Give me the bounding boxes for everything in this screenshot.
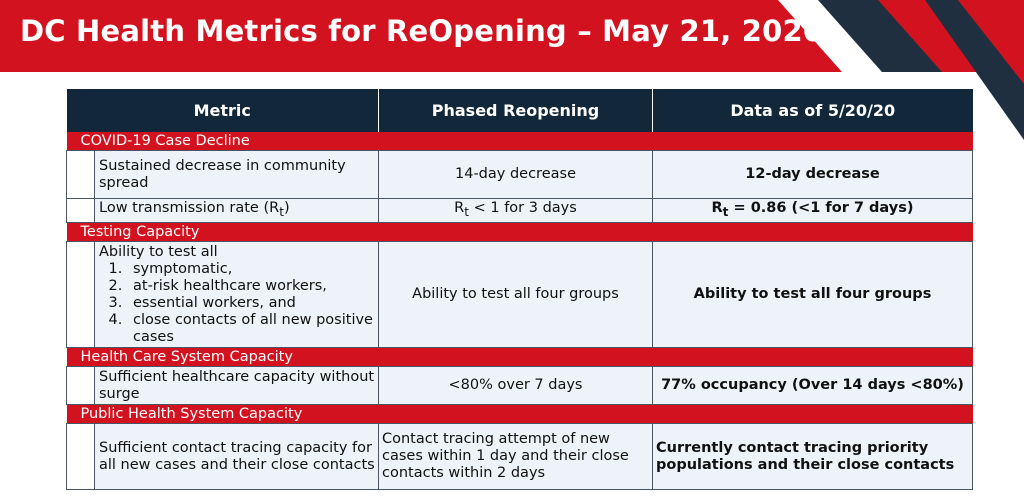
metric-text: Low transmission rate (R xyxy=(99,200,280,217)
data-subscript: t xyxy=(722,204,729,219)
metric-cell: Sufficient contact tracing capacity for … xyxy=(94,423,379,490)
data-cell: Ability to test all four groups xyxy=(652,241,973,348)
indent-cell xyxy=(66,366,95,405)
indent-cell xyxy=(66,198,95,223)
data-cell: 12-day decrease xyxy=(652,150,973,199)
phased-cell: 14-day decrease xyxy=(378,150,653,199)
metric-cell: Sufficient healthcare capacity without s… xyxy=(94,366,379,405)
metric-cell: Low transmission rate (Rt) xyxy=(94,198,379,223)
phased-cell: <80% over 7 days xyxy=(378,366,653,405)
category-public-health: Public Health System Capacity xyxy=(66,404,973,424)
list-item: close contacts of all new positive cases xyxy=(127,312,378,346)
phased-cell: Rt < 1 for 3 days xyxy=(378,198,653,223)
indent-cell xyxy=(66,423,95,490)
category-row: COVID-19 Case Decline xyxy=(66,132,973,151)
page-title: DC Health Metrics for ReOpening – May 21… xyxy=(20,14,824,48)
category-case-decline: COVID-19 Case Decline xyxy=(66,132,973,151)
indent-cell xyxy=(66,150,95,199)
metric-cell: Sustained decrease in community spread xyxy=(94,150,379,199)
metric-text-end: ) xyxy=(283,200,290,217)
data-cell: Currently contact tracing priority popul… xyxy=(652,423,973,490)
category-row: Health Care System Capacity xyxy=(66,347,973,367)
list-item: symptomatic, xyxy=(127,261,378,278)
table-row: Sustained decrease in community spread 1… xyxy=(66,150,973,199)
list-item: essential workers, and xyxy=(127,295,378,312)
table-row: Ability to test all symptomatic, at-risk… xyxy=(66,241,973,348)
title-banner: DC Health Metrics for ReOpening – May 21… xyxy=(0,0,1024,72)
phased-cell: Ability to test all four groups xyxy=(378,241,653,348)
header-metric: Metric xyxy=(66,89,379,132)
category-row: Public Health System Capacity xyxy=(66,404,973,424)
data-text-end: = 0.86 (<1 for 7 days) xyxy=(728,200,914,217)
category-health-care: Health Care System Capacity xyxy=(66,347,973,367)
phased-cell: Contact tracing attempt of new cases wit… xyxy=(378,423,653,490)
table-row: Sufficient contact tracing capacity for … xyxy=(66,423,973,490)
phased-text-end: < 1 for 3 days xyxy=(469,200,577,217)
category-testing: Testing Capacity xyxy=(66,222,973,242)
header-phased-reopening: Phased Reopening xyxy=(378,89,653,132)
metric-subscript: t xyxy=(279,204,284,219)
table-row: Sufficient healthcare capacity without s… xyxy=(66,366,973,405)
metric-cell: Ability to test all symptomatic, at-risk… xyxy=(94,241,379,348)
phased-subscript: t xyxy=(464,204,469,219)
data-text: R xyxy=(711,200,723,217)
test-group-list: symptomatic, at-risk healthcare workers,… xyxy=(99,261,378,346)
phased-text: R xyxy=(454,200,465,217)
list-item: at-risk healthcare workers, xyxy=(127,278,378,295)
category-row: Testing Capacity xyxy=(66,222,973,242)
metric-intro: Ability to test all xyxy=(99,243,218,260)
data-cell: Rt = 0.86 (<1 for 7 days) xyxy=(652,198,973,223)
table-header-row: Metric Phased Reopening Data as of 5/20/… xyxy=(66,89,973,132)
header-data-date: Data as of 5/20/20 xyxy=(652,89,973,132)
data-cell: 77% occupancy (Over 14 days <80%) xyxy=(652,366,973,405)
indent-cell xyxy=(66,241,95,348)
metrics-table: Metric Phased Reopening Data as of 5/20/… xyxy=(66,89,973,490)
table-row: Low transmission rate (Rt) Rt < 1 for 3 … xyxy=(66,198,973,223)
